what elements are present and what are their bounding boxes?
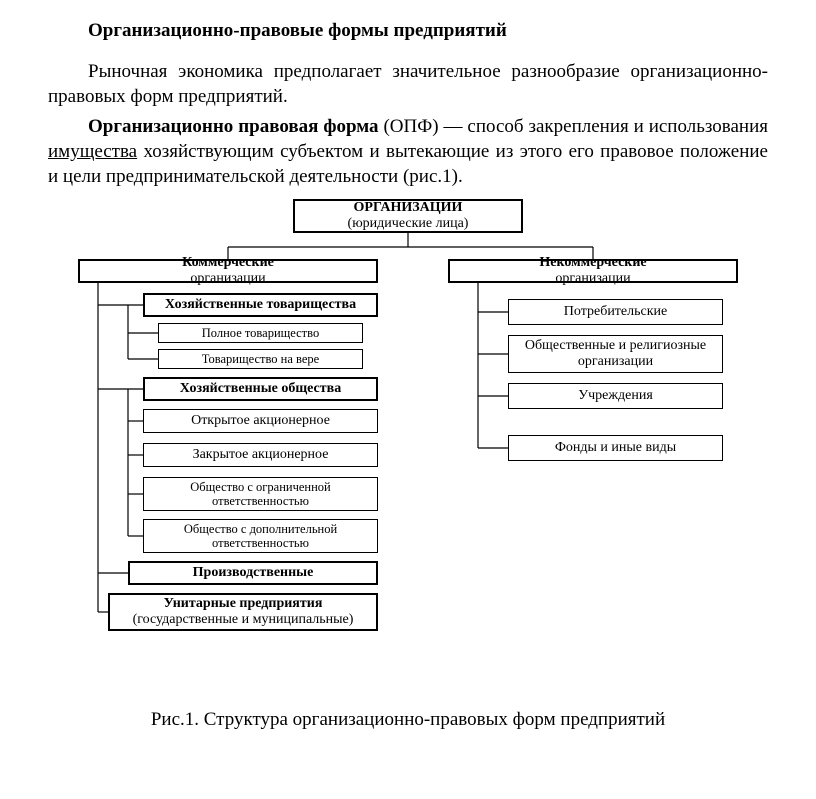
para2-underline: имущества (48, 141, 137, 162)
node-comm-9: Унитарные предприятия(государственные и … (108, 593, 378, 631)
node-noncomm-3: Фонды и иные виды (508, 435, 723, 461)
node-comm-8: Производственные (128, 561, 378, 585)
para1-text: Рыночная экономика предполагает значител… (48, 61, 768, 107)
node-comm-4: Открытое акционерное (143, 409, 378, 433)
node-noncommercial: Некоммерческие организации (448, 259, 738, 283)
node-comm-2: Товарищество на вере (158, 349, 363, 369)
paragraph-2: Организационно правовая форма (ОПФ) — сп… (48, 115, 768, 189)
node-comm-0: Хозяйственные товарищества (143, 293, 378, 317)
node-noncomm-0: Потребительские (508, 299, 723, 325)
para2-b: хозяйствующим субъектом и вытекающие из … (48, 141, 768, 187)
node-comm-6: Общество с ограниченной ответственностью (143, 477, 378, 511)
node-comm-5: Закрытое акционерное (143, 443, 378, 467)
page-title: Организационно-правовые формы предприяти… (88, 20, 768, 42)
node-root: ОРГАНИЗАЦИИ(юридические лица) (293, 199, 523, 233)
node-commercial: Коммерческие организации (78, 259, 378, 283)
paragraph-1: Рыночная экономика предполагает значител… (48, 60, 768, 109)
para2-bold: Организационно правовая форма (88, 116, 379, 137)
para2-a: (ОПФ) — способ закрепления и использован… (379, 116, 768, 137)
node-noncomm-1: Общественные и религиозные организации (508, 335, 723, 373)
node-noncomm-2: Учреждения (508, 383, 723, 409)
node-comm-3: Хозяйственные общества (143, 377, 378, 401)
figure-caption: Рис.1. Структура организационно-правовых… (48, 709, 768, 731)
node-comm-7: Общество с дополнительной ответственност… (143, 519, 378, 553)
org-chart: ОРГАНИЗАЦИИ(юридические лица) Коммерчески… (48, 199, 768, 699)
node-comm-1: Полное товарищество (158, 323, 363, 343)
